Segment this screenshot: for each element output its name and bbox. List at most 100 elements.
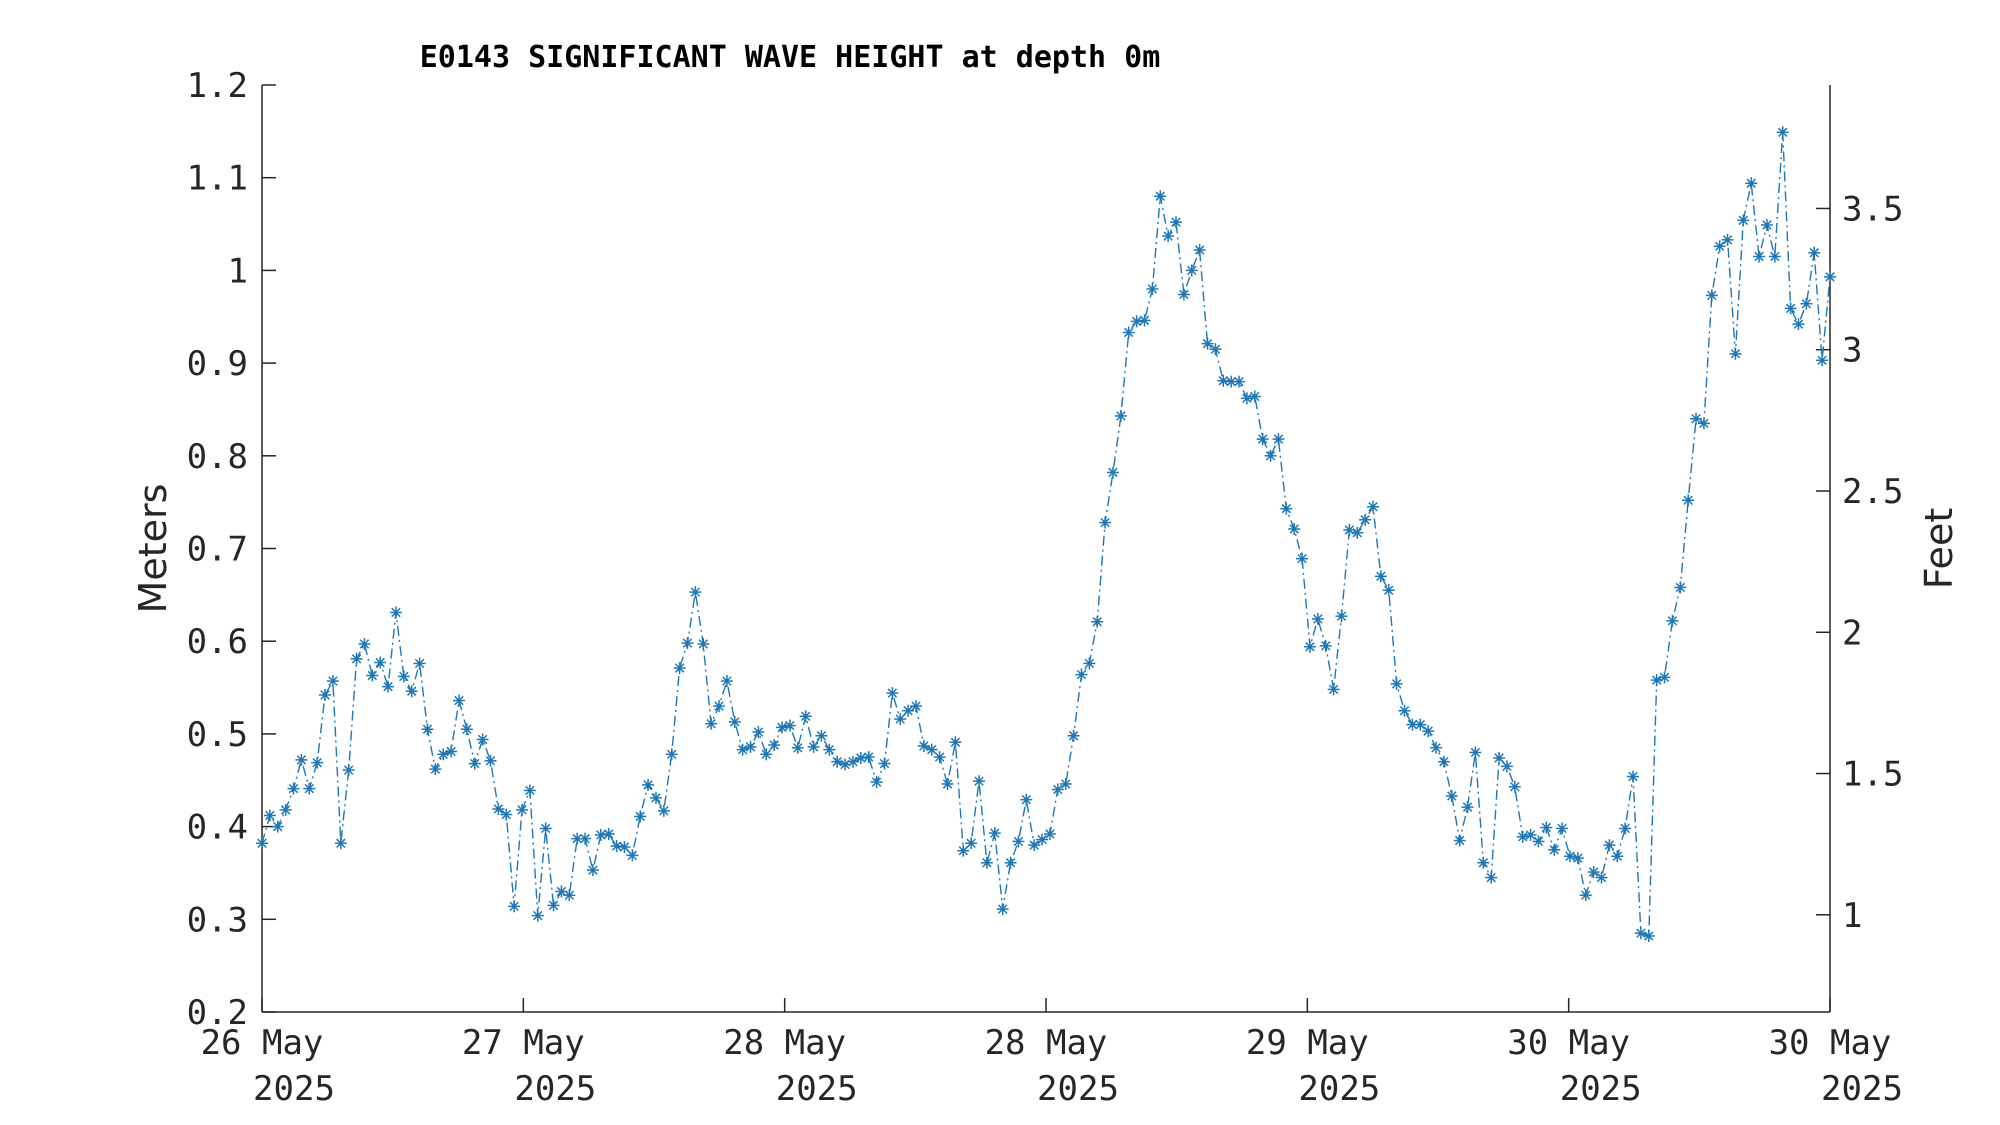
data-point-marker (760, 748, 773, 761)
data-point-marker (1816, 354, 1829, 367)
data-point-marker (1540, 821, 1553, 834)
data-point-marker (382, 680, 395, 693)
data-point-marker (1366, 500, 1379, 513)
data-point-marker (1091, 615, 1104, 628)
data-point-marker (311, 756, 324, 769)
data-point-marker (965, 837, 978, 850)
x-tick-label-year: 2025 (1298, 1069, 1380, 1109)
data-point-marker (1595, 871, 1608, 884)
data-point-marker (1193, 244, 1206, 257)
data-point-marker (768, 739, 781, 752)
y-tick-label: 0.2 (187, 993, 248, 1033)
data-point-marker (1524, 828, 1537, 841)
data-point-marker (1697, 417, 1710, 430)
y2-tick-label: 1.5 (1842, 755, 1903, 795)
data-point-marker (894, 713, 907, 726)
x-tick-label-date: 27 May (462, 1023, 585, 1063)
data-point-marker (1674, 581, 1687, 594)
data-point-marker (1256, 433, 1269, 446)
data-point-marker (1170, 216, 1183, 229)
data-point-marker (1784, 302, 1797, 315)
data-point-marker (626, 849, 639, 862)
data-point-marker (681, 637, 694, 650)
right-y-axis: 1 1.5 2 2.5 3 3.5 (1816, 189, 1903, 936)
data-point-marker (728, 715, 741, 728)
data-point-marker (1627, 770, 1640, 783)
data-point-marker (1248, 390, 1261, 403)
data-point-marker (1461, 801, 1474, 814)
data-point-marker (279, 803, 292, 816)
series-line (261, 132, 1831, 937)
data-point-marker (405, 685, 418, 698)
data-point-marker (1185, 264, 1198, 277)
data-point-marker (492, 802, 505, 815)
data-point-marker (1217, 374, 1230, 387)
data-point-marker (1012, 835, 1025, 848)
data-point-marker (949, 736, 962, 749)
data-point-marker (1548, 843, 1561, 856)
data-point-marker (1824, 270, 1836, 283)
data-point-marker (791, 741, 804, 754)
data-point-marker (342, 764, 355, 777)
data-point-marker (602, 828, 615, 841)
data-point-marker (594, 828, 607, 841)
data-point-marker (1051, 783, 1064, 796)
data-point-marker (1508, 780, 1521, 793)
data-point-marker (1603, 839, 1616, 852)
data-point-marker (1390, 677, 1403, 690)
data-point-marker (1059, 777, 1072, 790)
data-point-marker (555, 885, 568, 898)
y-tick-label: 1 (228, 251, 248, 291)
data-point-marker (697, 637, 710, 650)
y2-tick-label: 1 (1842, 896, 1862, 936)
data-point-marker (287, 782, 300, 795)
data-point-marker (452, 694, 465, 707)
data-point-marker (689, 586, 702, 599)
data-point-marker (303, 782, 316, 795)
data-point-marker (776, 721, 789, 734)
data-point-marker (508, 900, 521, 913)
data-point-marker (973, 775, 986, 788)
data-point-marker (295, 753, 308, 766)
y2-tick-label: 2 (1842, 613, 1862, 653)
data-point-marker (1500, 760, 1513, 773)
data-point-marker (1532, 835, 1545, 848)
data-point-marker (1280, 502, 1293, 515)
data-point-marker (1690, 412, 1703, 425)
data-point-marker (1162, 230, 1175, 243)
data-point-marker (1485, 871, 1498, 884)
data-point-marker (1666, 614, 1679, 627)
data-point-marker (720, 675, 733, 688)
data-point-marker (523, 784, 536, 797)
chart-title: E0143 SIGNIFICANT WAVE HEIGHT at depth 0… (420, 40, 1161, 75)
data-point-marker (366, 669, 379, 682)
data-point-marker (429, 763, 442, 776)
data-point-marker (870, 776, 883, 789)
data-point-marker (744, 740, 757, 753)
data-point-marker (256, 837, 268, 850)
data-point-marker (642, 778, 655, 791)
data-point-marker (358, 637, 371, 650)
data-point-marker (1020, 793, 1033, 806)
data-point-marker (1745, 177, 1758, 190)
data-point-marker (579, 832, 592, 845)
y-tick-label: 0.3 (187, 900, 248, 940)
data-point-marker (1233, 375, 1246, 388)
data-point-marker (1800, 297, 1813, 310)
y2-tick-label: 3 (1842, 331, 1862, 371)
x-axis: 26 May 2025 27 May 2025 28 May 2025 28 May 2025… (201, 998, 1903, 1109)
data-point-marker (1445, 790, 1458, 803)
data-point-marker (1579, 889, 1592, 902)
data-point-marker (941, 777, 954, 790)
data-point-marker (389, 606, 402, 619)
data-point-marker (445, 745, 458, 758)
x-tick-label-date: 30 May (1507, 1023, 1630, 1063)
data-point-marker (996, 903, 1009, 916)
data-point-marker (1288, 523, 1301, 536)
data-point-marker (1469, 746, 1482, 759)
y-axis-label-meters: Meters (131, 484, 175, 614)
data-point-marker (1067, 729, 1080, 742)
data-point-marker (1138, 314, 1151, 327)
data-point-marker (319, 688, 332, 701)
